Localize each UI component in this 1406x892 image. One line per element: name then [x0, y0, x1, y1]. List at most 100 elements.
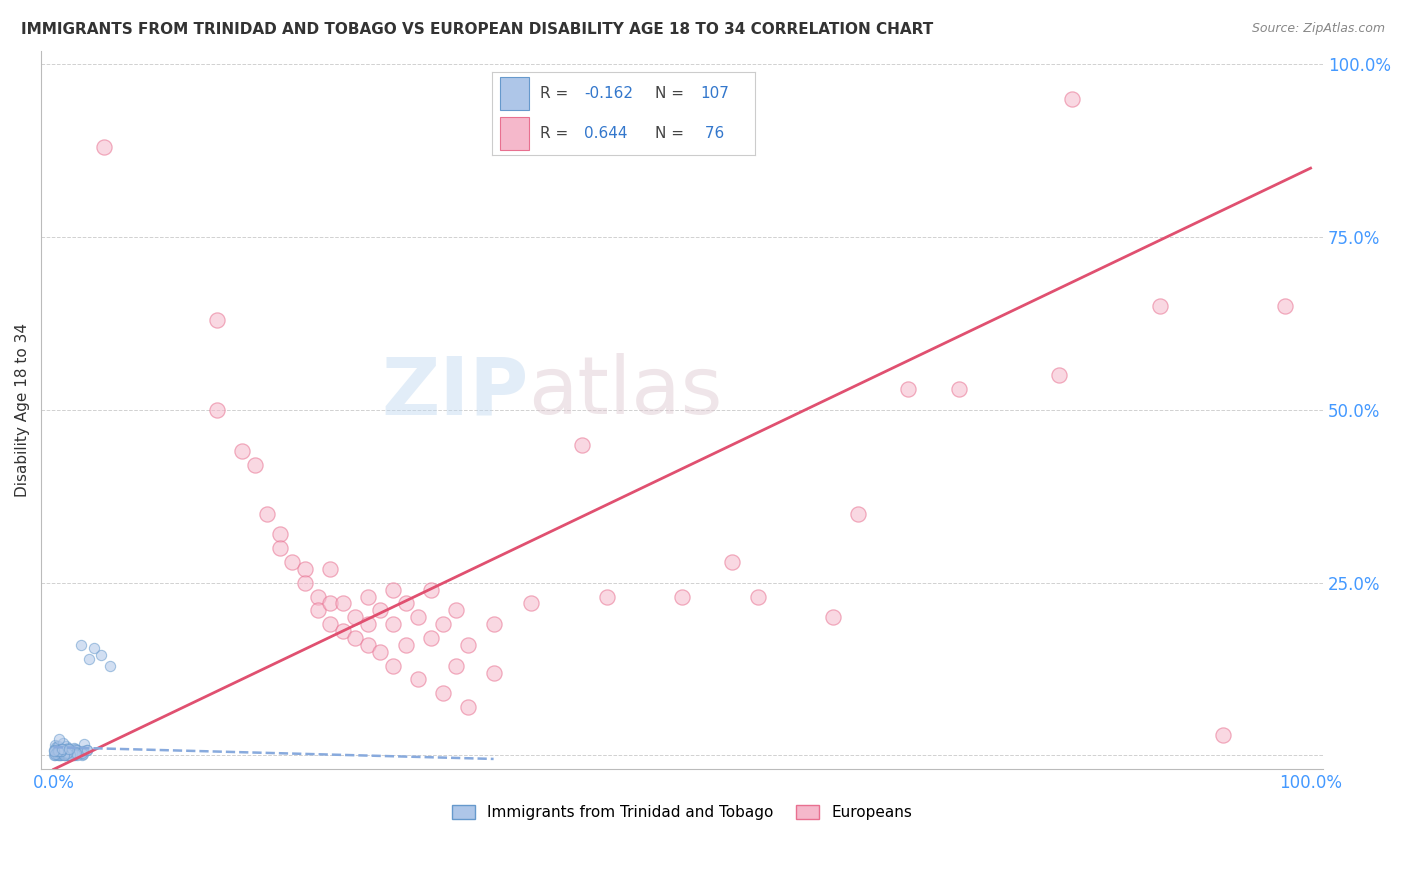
Point [76, 743, 98, 757]
Point [70, 638, 93, 652]
Point [51, 747, 73, 761]
Point [51, 745, 73, 759]
Point [319, 617, 342, 632]
Point [457, 638, 479, 652]
Point [382, 582, 405, 597]
Point [59, 745, 82, 759]
Point [370, 645, 392, 659]
Point [571, 437, 593, 451]
Point [48, 744, 70, 758]
Point [55, 743, 77, 757]
Point [256, 507, 278, 521]
Point [51, 741, 73, 756]
Text: IMMIGRANTS FROM TRINIDAD AND TOBAGO VS EUROPEAN DISABILITY AGE 18 TO 34 CORRELAT: IMMIGRANTS FROM TRINIDAD AND TOBAGO VS E… [21, 22, 934, 37]
Point [62, 747, 84, 761]
Point [1047, 368, 1070, 383]
Point [77, 652, 100, 666]
Point [53, 748, 76, 763]
Point [45, 740, 67, 755]
Point [53, 747, 76, 762]
Point [307, 603, 329, 617]
Point [60, 747, 83, 762]
Point [419, 582, 441, 597]
Point [63, 747, 86, 762]
Point [63, 748, 86, 763]
Point [1149, 299, 1171, 313]
Point [65, 746, 87, 760]
Point [747, 590, 769, 604]
Point [205, 403, 228, 417]
Point [58, 740, 80, 755]
Point [98, 658, 121, 673]
Point [46, 741, 69, 756]
Text: ZIP: ZIP [381, 353, 529, 431]
Point [46, 747, 69, 762]
Point [49, 743, 72, 757]
Point [432, 617, 454, 632]
Point [294, 562, 316, 576]
Point [370, 603, 392, 617]
Point [90, 648, 112, 663]
Point [49, 747, 72, 761]
Point [520, 597, 543, 611]
Point [444, 658, 467, 673]
Point [56, 744, 79, 758]
Point [83, 641, 105, 656]
Point [52, 736, 75, 750]
Point [46, 745, 69, 759]
Point [59, 748, 82, 763]
Point [69, 746, 91, 760]
Point [60, 746, 83, 760]
Point [294, 575, 316, 590]
Point [46, 747, 69, 762]
Point [52, 745, 75, 759]
Point [382, 617, 405, 632]
Point [46, 745, 69, 759]
Point [58, 748, 80, 763]
Point [56, 748, 79, 763]
Point [49, 746, 72, 760]
Point [58, 742, 80, 756]
Point [281, 555, 304, 569]
Point [53, 743, 76, 757]
Point [55, 747, 77, 761]
Point [49, 748, 72, 763]
Point [45, 747, 67, 761]
Text: Source: ZipAtlas.com: Source: ZipAtlas.com [1251, 22, 1385, 36]
Point [1212, 728, 1234, 742]
Point [65, 745, 87, 759]
Point [382, 658, 405, 673]
Point [72, 745, 94, 759]
Point [48, 732, 70, 747]
Point [48, 746, 70, 760]
Point [46, 744, 69, 758]
Point [671, 590, 693, 604]
Point [45, 747, 67, 761]
Point [269, 527, 291, 541]
Point [482, 665, 505, 680]
Point [406, 673, 429, 687]
Point [59, 746, 82, 760]
Point [307, 590, 329, 604]
Point [51, 742, 73, 756]
Point [45, 745, 67, 759]
Point [66, 743, 89, 757]
Point [319, 597, 342, 611]
Point [357, 590, 380, 604]
Point [44, 743, 66, 757]
Point [72, 737, 94, 751]
Point [51, 746, 73, 760]
Point [406, 610, 429, 624]
Point [419, 631, 441, 645]
Point [58, 745, 80, 759]
Point [44, 747, 66, 762]
Point [56, 744, 79, 758]
Point [49, 746, 72, 760]
Point [1060, 92, 1083, 106]
Point [65, 743, 87, 757]
Point [56, 744, 79, 758]
Point [45, 740, 67, 755]
Point [56, 747, 79, 761]
Point [344, 631, 367, 645]
Point [457, 700, 479, 714]
